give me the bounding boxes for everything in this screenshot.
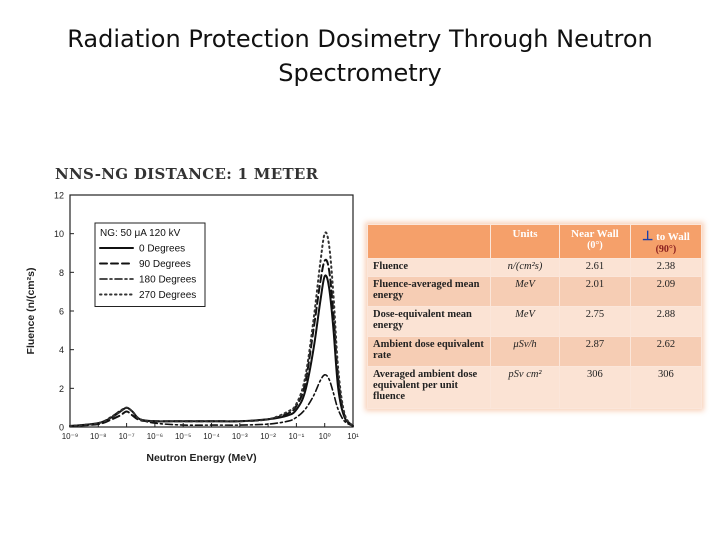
y-tick-label: 2 <box>59 384 64 394</box>
y-tick-label: 6 <box>59 307 64 317</box>
legend-entry: 0 Degrees <box>139 244 185 255</box>
x-tick-label: 10⁻⁷ <box>119 432 135 441</box>
x-axis-label: Neutron Energy (MeV) <box>146 452 256 464</box>
y-tick-label: 0 <box>59 423 64 433</box>
cell-unit: MeV <box>490 275 560 307</box>
table-row: Dose-equivalent mean energy MeV 2.75 2.88 <box>367 305 703 337</box>
header-perp-wall-label: to Wall <box>656 231 690 243</box>
cell-unit: μSv/h <box>490 335 560 367</box>
header-perp-wall-angle: (90°) <box>655 244 677 255</box>
cell-near-wall: 2.87 <box>559 335 631 367</box>
cell-near-wall: 306 <box>559 365 631 410</box>
cell-perp-wall: 2.62 <box>629 335 703 367</box>
cell-unit: pSv cm² <box>490 365 560 410</box>
header-near-wall: Near Wall (0°) <box>559 224 631 259</box>
x-tick-label: 10⁻⁹ <box>62 432 79 441</box>
dosimetry-table-grid: Units Near Wall (0°) ⊥ to Wall (90°) Flu… <box>367 224 703 410</box>
table-row: Fluence-averaged mean energy MeV 2.01 2.09 <box>367 275 703 307</box>
header-near-wall-label: Near Wall <box>571 228 619 240</box>
table-row: Ambient dose equivalent rate μSv/h 2.87 2.6… <box>367 335 703 367</box>
series-line-270-degrees <box>69 231 354 427</box>
perpendicular-icon: ⊥ <box>642 228 654 243</box>
cell-quantity: Fluence <box>367 258 491 277</box>
cell-quantity: Dose-equivalent mean energy <box>367 305 491 337</box>
table-body: Fluence n/(cm²s) 2.61 2.38 Fluence-averaged … <box>367 258 703 410</box>
x-tick-label: 10⁻² <box>260 432 276 441</box>
x-tick-label: 10⁻⁸ <box>90 432 107 441</box>
cell-perp-wall: 2.38 <box>629 258 703 277</box>
x-tick-label: 10⁻⁴ <box>203 432 220 441</box>
y-tick-label: 12 <box>54 191 64 201</box>
table-row: Averaged ambient dose equivalent per uni… <box>367 365 703 410</box>
chart-title: NNS-NG DISTANCE: 1 METER <box>55 165 319 183</box>
legend-entry: 90 Degrees <box>139 259 191 270</box>
legend-entry: 270 Degrees <box>139 290 196 301</box>
cell-perp-wall: 2.88 <box>629 305 703 337</box>
cell-near-wall: 2.61 <box>559 258 631 277</box>
cell-perp-wall: 306 <box>629 365 703 410</box>
y-tick-label: 10 <box>54 229 64 239</box>
x-tick-label: 10¹ <box>347 432 359 441</box>
cell-near-wall: 2.01 <box>559 275 631 307</box>
header-near-wall-angle: (0°) <box>587 240 603 251</box>
cell-unit: n/(cm²s) <box>490 258 560 277</box>
slide-title: Radiation Protection Dosimetry Through N… <box>40 22 680 90</box>
cell-quantity: Ambient dose equivalent rate <box>367 335 491 367</box>
x-tick-label: 10⁻³ <box>232 432 248 441</box>
table-header-row: Units Near Wall (0°) ⊥ to Wall (90°) <box>367 224 703 259</box>
cell-quantity: Averaged ambient dose equivalent per uni… <box>367 365 491 410</box>
header-quantity <box>367 224 491 259</box>
legend-entry: 180 Degrees <box>139 275 196 286</box>
x-tick-label: 10⁻¹ <box>289 432 305 441</box>
legend-box <box>94 222 206 307</box>
header-perp-wall: ⊥ to Wall (90°) <box>629 224 703 259</box>
y-axis-label: Fluence (n/(cm²s) <box>25 268 37 355</box>
slide-title-line-1: Radiation Protection Dosimetry Through N… <box>67 25 653 53</box>
x-tick-label: 10⁰ <box>319 432 331 441</box>
dosimetry-table: Units Near Wall (0°) ⊥ to Wall (90°) Flu… <box>367 224 703 410</box>
cell-perp-wall: 2.09 <box>629 275 703 307</box>
table-row: Fluence n/(cm²s) 2.61 2.38 <box>367 258 703 277</box>
y-tick-label: 8 <box>59 268 64 278</box>
y-tick-label: 4 <box>59 345 64 355</box>
x-tick-label: 10⁻⁵ <box>175 432 191 441</box>
legend-header: NG: 50 μA 120 kV <box>100 228 181 239</box>
x-tick-label: 10⁻⁶ <box>147 432 163 441</box>
fluence-chart: 0 2 4 6 8 10 12 10⁻⁹ 10⁻⁸ 10⁻⁷ 10⁻⁶ 10⁻⁵ 10⁻⁴ 10⁻³ 10⁻… <box>20 155 365 470</box>
cell-near-wall: 2.75 <box>559 305 631 337</box>
cell-unit: MeV <box>490 305 560 337</box>
series-line-180-degrees <box>69 373 354 427</box>
fluence-chart-svg: 0 2 4 6 8 10 12 10⁻⁹ 10⁻⁸ 10⁻⁷ 10⁻⁶ 10⁻⁵ 10⁻⁴ 10⁻³ 10⁻… <box>25 191 359 465</box>
header-units: Units <box>490 224 560 259</box>
slide-title-line-2: Spectrometry <box>278 59 442 87</box>
cell-quantity: Fluence-averaged mean energy <box>367 275 491 307</box>
